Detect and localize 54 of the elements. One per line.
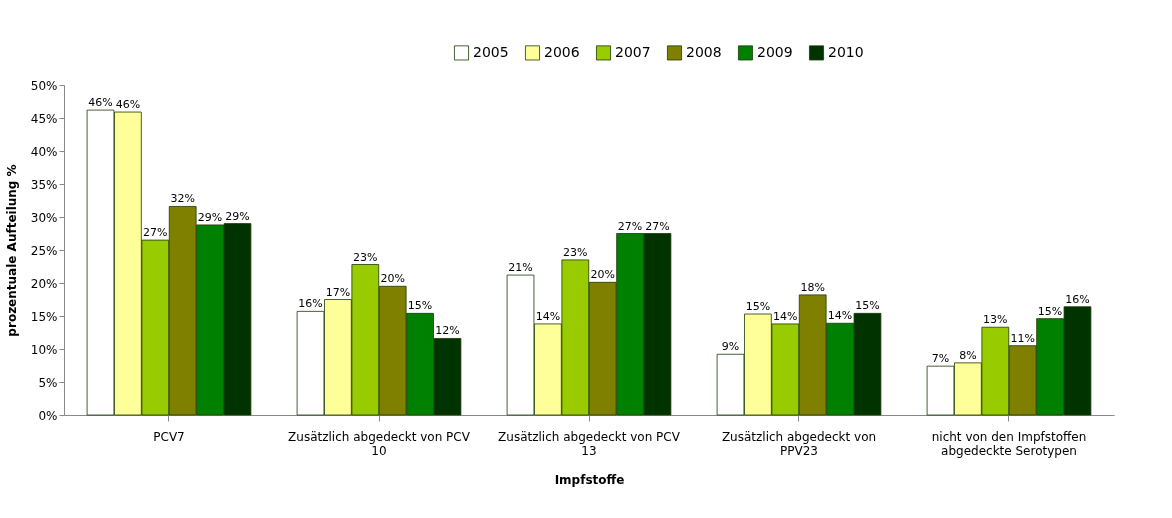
data-label: 14% xyxy=(773,309,798,323)
data-label: 13% xyxy=(983,313,1008,327)
legend-label: 2007 xyxy=(615,43,651,60)
y-tick-label: 40% xyxy=(30,144,58,159)
y-tick-label: 35% xyxy=(30,177,58,192)
legend-label: 2006 xyxy=(544,43,580,60)
y-tick-label: 25% xyxy=(30,243,58,258)
data-label: 12% xyxy=(435,324,460,338)
data-label: 23% xyxy=(563,245,588,259)
data-label: 11% xyxy=(1010,331,1035,345)
data-label: 9% xyxy=(721,340,740,354)
y-tick-label: 15% xyxy=(30,309,58,324)
y-tick-label: 0% xyxy=(38,408,58,423)
data-label: 15% xyxy=(1037,304,1063,318)
data-label: 8% xyxy=(959,348,977,362)
data-label: 46% xyxy=(115,98,141,112)
data-label: 20% xyxy=(590,268,615,282)
data-label: 15% xyxy=(745,300,771,314)
legend-label: 2009 xyxy=(757,43,793,60)
data-label: 21% xyxy=(508,261,533,275)
legend-label: 2010 xyxy=(828,43,864,60)
data-label: 15% xyxy=(855,299,880,313)
y-axis-title: prozentuale Aufteilung % xyxy=(4,164,19,337)
data-label: 18% xyxy=(800,280,825,294)
y-tick-label: 20% xyxy=(30,276,58,291)
data-label: 16% xyxy=(298,297,323,311)
x-tick-label: Zusätzlich abgedeckt von PCV 13 xyxy=(498,429,681,458)
data-label: 7% xyxy=(931,352,950,366)
data-label: 27% xyxy=(143,226,168,240)
data-label: 14% xyxy=(535,309,561,323)
y-tick-label: 10% xyxy=(30,342,58,357)
y-tick-label: 45% xyxy=(30,111,58,126)
data-label: 17% xyxy=(325,285,351,299)
data-label: 27% xyxy=(645,219,670,233)
legend-label: 2008 xyxy=(686,43,722,60)
data-label: 27% xyxy=(617,219,643,233)
data-label: 29% xyxy=(197,210,223,224)
x-tick-label: Zusätzlich abgedeckt von PPV23 xyxy=(721,429,877,458)
x-axis-title: Impfstoffe xyxy=(554,472,625,487)
data-label: 29% xyxy=(225,209,250,223)
data-label: 15% xyxy=(407,299,433,313)
x-tick-label: PCV7 xyxy=(153,429,185,444)
y-tick-label: 30% xyxy=(30,210,58,225)
data-label: 46% xyxy=(88,96,113,110)
data-label: 16% xyxy=(1065,292,1090,306)
data-label: 20% xyxy=(380,272,405,286)
x-tick-label: Zusätzlich abgedeckt von PCV 10 xyxy=(288,429,471,458)
y-tick-label: 50% xyxy=(30,78,58,93)
data-label: 14% xyxy=(827,309,853,323)
x-tick-label: nicht von den Impfstoffen abgedeckte Serotypen xyxy=(931,429,1087,458)
legend-label: 2005 xyxy=(473,43,509,60)
data-label: 23% xyxy=(353,250,378,264)
data-label: 32% xyxy=(170,192,195,206)
y-tick-label: 5% xyxy=(38,375,58,390)
